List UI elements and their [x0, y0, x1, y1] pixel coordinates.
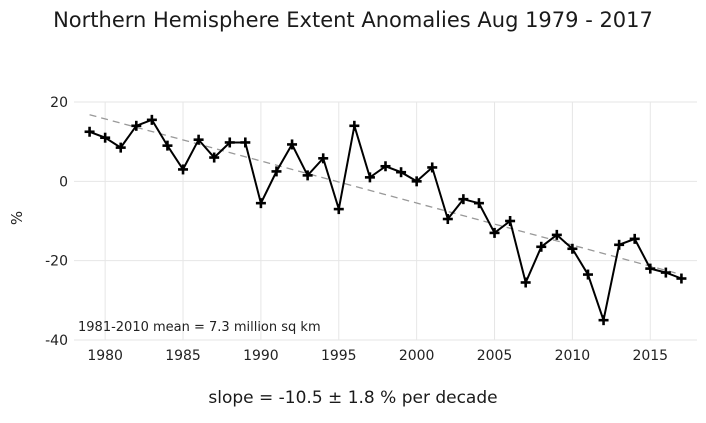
data-point-marker: [193, 134, 204, 145]
y-axis-label: %: [8, 211, 26, 225]
data-point-marker: [676, 273, 687, 284]
data-point-marker: [333, 204, 344, 215]
data-point-marker: [582, 269, 593, 280]
mean-annotation: 1981-2010 mean = 7.3 million sq km: [78, 320, 321, 335]
data-point-marker: [396, 167, 407, 178]
data-point-marker: [178, 164, 189, 175]
data-point-marker: [287, 139, 298, 150]
y-tick-label: 20: [50, 95, 68, 111]
x-tick-label: 1980: [87, 348, 123, 364]
gridlines: [74, 101, 697, 341]
y-tick-label: -20: [45, 254, 68, 270]
data-point-marker: [224, 137, 235, 148]
data-point-marker: [536, 241, 547, 252]
data-point-marker: [629, 233, 640, 244]
data-point-marker: [162, 140, 173, 151]
data-point-marker: [598, 315, 609, 326]
data-point-marker: [146, 114, 157, 125]
data-point-marker: [660, 267, 671, 278]
data-point-marker: [520, 277, 531, 288]
x-tick-label: 2000: [399, 348, 435, 364]
data-point-marker: [645, 263, 656, 274]
y-tick-label: 0: [59, 174, 68, 190]
trend-line: [89, 114, 682, 276]
data-point-marker: [442, 214, 453, 225]
chart-title: Northern Hemisphere Extent Anomalies Aug…: [53, 8, 653, 32]
data-point-marker: [84, 126, 95, 137]
x-tick-label: 2010: [555, 348, 591, 364]
data-point-marker: [318, 153, 329, 164]
markers: [84, 114, 687, 326]
data-point-marker: [115, 142, 126, 153]
data-point-marker: [473, 198, 484, 209]
data-point-marker: [100, 132, 111, 143]
data-point-marker: [458, 194, 469, 205]
x-tick-label: 1995: [321, 348, 357, 364]
data-point-marker: [131, 120, 142, 131]
data-point-marker: [255, 198, 266, 209]
data-point-marker: [271, 166, 282, 177]
data-point-marker: [614, 239, 625, 250]
data-point-marker: [505, 216, 516, 226]
data-point-marker: [380, 161, 391, 172]
data-point-marker: [567, 243, 578, 254]
series-line: [89, 118, 682, 324]
data-point-marker: [551, 229, 562, 240]
axes: 1980 1985 1990 1995 2000 2005 2010 2015 -40 -20 0 2…: [45, 95, 668, 364]
data-point-marker: [489, 227, 500, 238]
data-point-marker: [209, 152, 220, 163]
y-tick-label: -40: [45, 333, 68, 349]
data-point-marker: [349, 120, 360, 131]
data-point-marker: [240, 137, 251, 148]
x-tick-label: 1990: [243, 348, 279, 364]
x-tick-label: 2005: [477, 348, 513, 364]
x-tick-label: 2015: [632, 348, 668, 364]
data-point-marker: [364, 172, 375, 183]
data-point-marker: [411, 176, 422, 187]
x-tick-label: 1985: [165, 348, 201, 364]
data-point-marker: [427, 162, 438, 173]
slope-caption: slope = -10.5 ± 1.8 % per decade: [208, 388, 498, 408]
data-point-marker: [302, 170, 313, 181]
